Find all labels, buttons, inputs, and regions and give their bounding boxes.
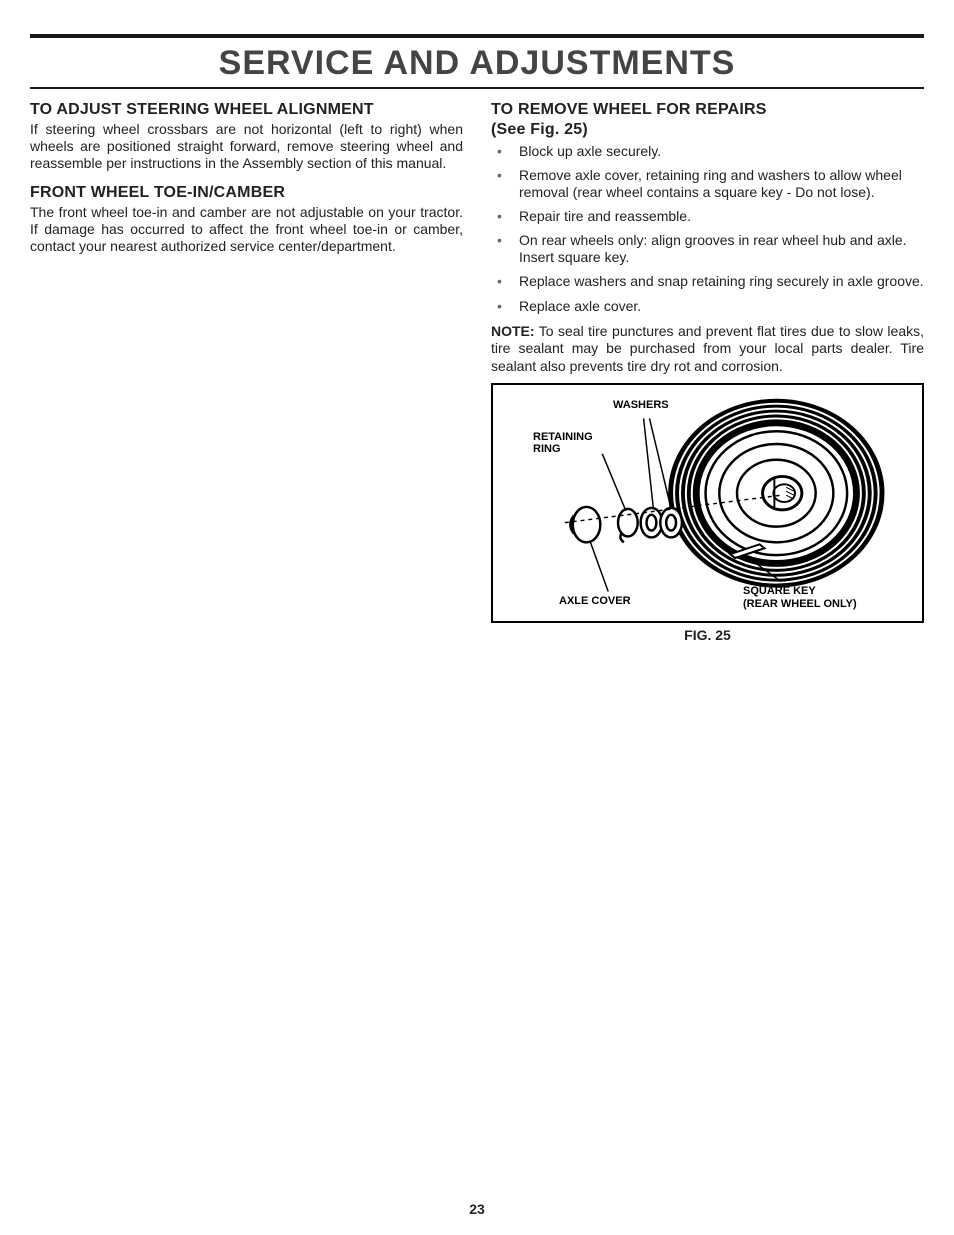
label-retaining-ring: RETAINING RING — [533, 431, 613, 455]
label-axle-cover: AXLE COVER — [559, 595, 631, 607]
figure-25: WASHERS RETAINING RING AXLE COVER SQUARE… — [491, 383, 924, 623]
heading-toe-in-camber: FRONT WHEEL TOE-IN/CAMBER — [30, 184, 463, 202]
note-text: NOTE: To seal tire punctures and prevent… — [491, 323, 924, 376]
figure-caption: FIG. 25 — [491, 627, 924, 643]
label-rear-wheel-only: (REAR WHEEL ONLY) — [743, 598, 857, 610]
left-column: TO ADJUST STEERING WHEEL ALIGNMENT If st… — [30, 99, 463, 643]
label-square-key: SQUARE KEY — [743, 585, 816, 597]
list-item: Remove axle cover, retaining ring and wa… — [491, 167, 924, 201]
page-number: 23 — [0, 1201, 954, 1217]
wheel-diagram-svg — [493, 385, 922, 621]
remove-wheel-steps: Block up axle securely. Remove axle cove… — [491, 143, 924, 315]
subheading-see-fig: (See Fig. 25) — [491, 121, 924, 139]
title-underline — [30, 87, 924, 89]
list-item: Replace axle cover. — [491, 298, 924, 315]
page-title: SERVICE AND ADJUSTMENTS — [30, 38, 924, 87]
label-washers: WASHERS — [613, 399, 669, 411]
note-label: NOTE: — [491, 323, 535, 339]
body-steering-alignment: If steering wheel crossbars are not hori… — [30, 121, 463, 172]
note-body: To seal tire punctures and prevent flat … — [491, 323, 924, 374]
content-columns: TO ADJUST STEERING WHEEL ALIGNMENT If st… — [30, 99, 924, 643]
right-column: TO REMOVE WHEEL FOR REPAIRS (See Fig. 25… — [491, 99, 924, 643]
heading-steering-alignment: TO ADJUST STEERING WHEEL ALIGNMENT — [30, 101, 463, 119]
list-item: On rear wheels only: align grooves in re… — [491, 232, 924, 266]
list-item: Repair tire and reassemble. — [491, 208, 924, 225]
body-toe-in-camber: The front wheel toe-in and camber are no… — [30, 204, 463, 255]
list-item: Block up axle securely. — [491, 143, 924, 160]
heading-remove-wheel: TO REMOVE WHEEL FOR REPAIRS — [491, 101, 924, 119]
list-item: Replace washers and snap retaining ring … — [491, 273, 924, 290]
